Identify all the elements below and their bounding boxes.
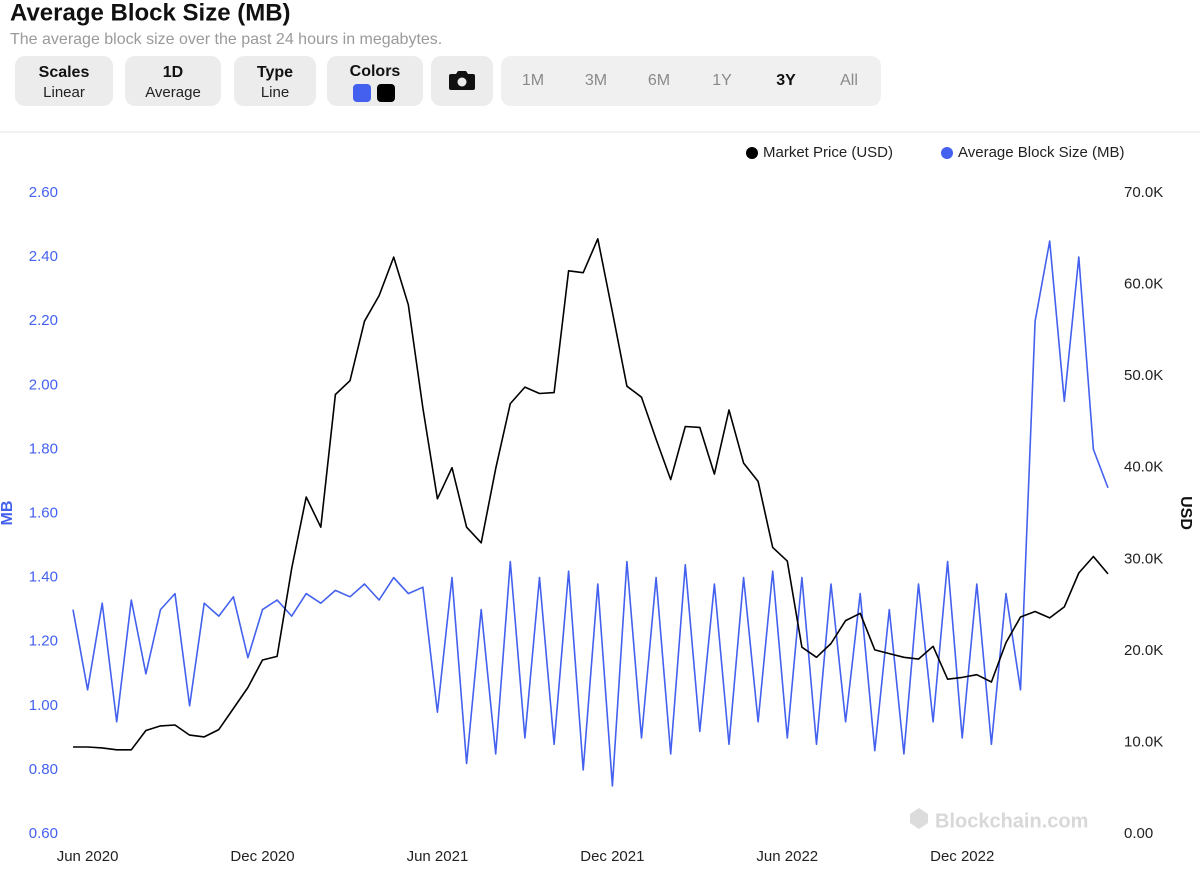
control-bg	[125, 56, 221, 106]
y-tick-label: 1.20	[29, 633, 58, 650]
y2-tick-label: 70.0K	[1124, 184, 1163, 201]
range-button[interactable]: 3Y	[776, 72, 796, 89]
control-bg	[327, 56, 423, 106]
control-button[interactable]: Colors	[327, 56, 423, 106]
control-bg	[15, 56, 113, 106]
legend-label: Average Block Size (MB)	[958, 144, 1124, 161]
y2-tick-label: 20.0K	[1124, 642, 1163, 659]
legend-swatch	[941, 147, 953, 159]
series-line	[72, 240, 1109, 787]
legend-swatch	[746, 147, 758, 159]
range-group	[501, 56, 881, 106]
y-tick-label: 0.60	[29, 825, 58, 842]
y2-tick-label: 30.0K	[1124, 550, 1163, 567]
y2-axis-label: USD	[1177, 496, 1194, 530]
camera-button[interactable]	[431, 56, 493, 106]
range-button[interactable]: 3M	[585, 72, 607, 89]
camera-lens	[457, 77, 467, 87]
y-tick-label: 1.40	[29, 569, 58, 586]
x-tick-label: Dec 2021	[580, 848, 644, 865]
x-tick-label: Jun 2021	[407, 848, 469, 865]
y2-tick-label: 50.0K	[1124, 367, 1163, 384]
control-button[interactable]: 1D Average	[125, 56, 221, 106]
x-tick-label: Dec 2020	[230, 848, 294, 865]
color-swatch	[353, 84, 371, 102]
legend-label: Market Price (USD)	[763, 144, 893, 161]
title: Average Block Size (MB)	[10, 0, 291, 26]
control-title: 1D	[163, 64, 183, 81]
y2-tick-label: 60.0K	[1124, 276, 1163, 293]
x-tick-label: Jun 2020	[57, 848, 119, 865]
x-tick-label: Jun 2022	[756, 848, 818, 865]
y2-tick-label: 0.00	[1124, 825, 1153, 842]
y-tick-label: 2.60	[29, 184, 58, 201]
control-value: Average	[145, 84, 201, 101]
x-tick-label: Dec 2022	[930, 848, 994, 865]
control-title: Colors	[350, 63, 401, 80]
watermark: Blockchain.com	[910, 808, 1088, 832]
y-tick-label: 2.40	[29, 248, 58, 265]
y-tick-label: 0.80	[29, 761, 58, 778]
range-button[interactable]: All	[840, 72, 858, 89]
watermark-text: Blockchain.com	[935, 810, 1088, 832]
y2-tick-label: 10.0K	[1124, 733, 1163, 750]
y-axis-label: MB	[0, 501, 16, 526]
series-line	[73, 238, 1109, 751]
y-tick-label: 2.00	[29, 376, 58, 393]
y-tick-label: 1.80	[29, 440, 58, 457]
range-button[interactable]: 1Y	[712, 72, 732, 89]
control-button[interactable]: Type Line	[234, 56, 316, 106]
range-button[interactable]: 6M	[648, 72, 670, 89]
color-swatch	[377, 84, 395, 102]
control-title: Scales	[39, 64, 90, 81]
control-bg	[234, 56, 316, 106]
range-button[interactable]: 1M	[522, 72, 544, 89]
y-tick-label: 2.20	[29, 312, 58, 329]
watermark-icon	[910, 808, 928, 829]
control-title: Type	[257, 64, 293, 81]
control-value: Line	[261, 84, 289, 101]
y-tick-label: 1.60	[29, 504, 58, 521]
y-tick-label: 1.00	[29, 697, 58, 714]
control-value: Linear	[43, 84, 85, 101]
y2-tick-label: 40.0K	[1124, 459, 1163, 476]
control-button[interactable]: Scales Linear	[15, 56, 113, 106]
subtitle: The average block size over the past 24 …	[10, 31, 442, 48]
